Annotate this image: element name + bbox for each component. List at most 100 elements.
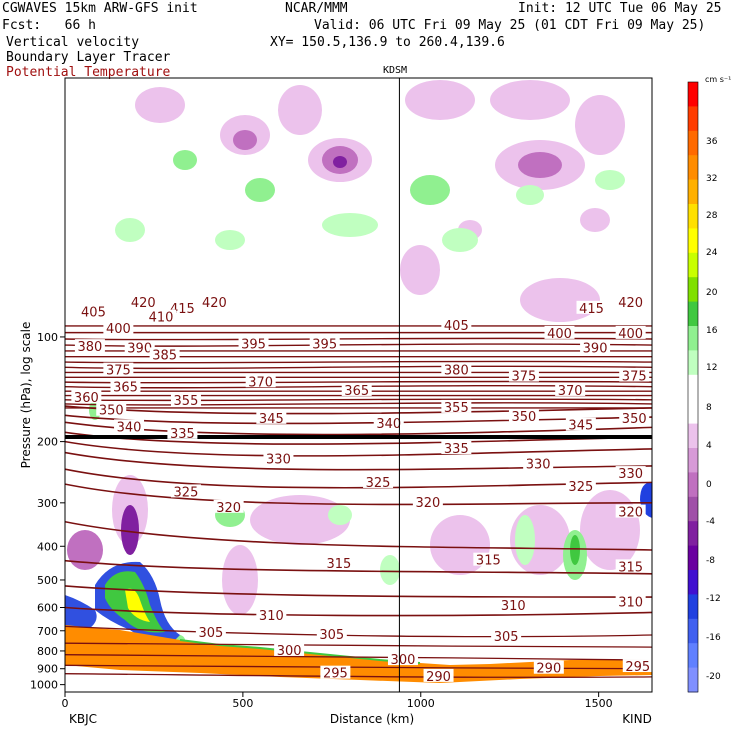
updraft-patch bbox=[245, 178, 275, 202]
downdraft-patch bbox=[222, 545, 258, 615]
theta-label: 365 bbox=[344, 384, 369, 399]
theta-label: 295 bbox=[625, 660, 650, 675]
theta-contour bbox=[65, 402, 652, 406]
theta-label: 310 bbox=[618, 595, 643, 610]
theta-label: 380 bbox=[77, 340, 102, 355]
colorbar-swatch bbox=[688, 496, 698, 522]
theta-label-bg bbox=[387, 652, 418, 666]
colorbar-swatch bbox=[688, 594, 698, 620]
theta-label: 330 bbox=[266, 452, 291, 467]
theta-label: 420 bbox=[618, 296, 643, 311]
x-tick-label: 0 bbox=[62, 697, 69, 710]
boundary-layer-updraft-left bbox=[65, 595, 97, 628]
theta-label-bg bbox=[128, 295, 159, 309]
theta-label: 320 bbox=[618, 506, 643, 521]
colorbar-label: 28 bbox=[706, 211, 718, 221]
theta-label-bg bbox=[555, 382, 586, 396]
theta-label-bg bbox=[565, 417, 596, 431]
theta-label-bg bbox=[615, 504, 646, 518]
theta-label-bg bbox=[309, 336, 340, 350]
theta-label: 310 bbox=[501, 599, 526, 614]
y-axis-label: Pressure (hPa), log scale bbox=[19, 322, 33, 469]
theta-label-bg bbox=[565, 478, 596, 492]
colorbar-swatch bbox=[688, 423, 698, 449]
theta-label-bg bbox=[544, 325, 575, 339]
y-tick-label: 200 bbox=[37, 436, 58, 449]
theta-label-bg bbox=[110, 379, 141, 393]
station-label-top: KDSM bbox=[383, 65, 408, 76]
downdraft-patch bbox=[233, 130, 257, 150]
theta-label-bg bbox=[71, 390, 102, 404]
colorbar-unit: cm s⁻¹ bbox=[705, 75, 731, 84]
theta-label: 415 bbox=[170, 302, 195, 317]
theta-label-bg bbox=[615, 325, 646, 339]
theta-label: 330 bbox=[618, 467, 643, 482]
cross-section-endpoints: XY= 150.5,136.9 to 260.4,139.6 bbox=[270, 35, 505, 50]
theta-label: 395 bbox=[241, 337, 266, 352]
y-tick-label: 900 bbox=[37, 663, 58, 676]
theta-label-bg bbox=[74, 339, 105, 353]
x-tick-label: 1500 bbox=[585, 697, 613, 710]
theta-label: 405 bbox=[444, 319, 469, 334]
colorbar-swatch bbox=[688, 130, 698, 156]
colorbar-swatch bbox=[688, 667, 698, 693]
theta-label: 415 bbox=[579, 302, 604, 317]
theta-label-bg bbox=[508, 368, 539, 382]
colorbar-swatch bbox=[688, 472, 698, 498]
colorbar-swatch bbox=[688, 204, 698, 229]
downdraft-patch bbox=[490, 80, 570, 120]
theta-label: 340 bbox=[117, 420, 142, 435]
theta-label-bg bbox=[441, 362, 472, 376]
theta-label-bg bbox=[213, 499, 244, 513]
plot-frame bbox=[64, 77, 653, 693]
colorbar-swatch bbox=[688, 448, 698, 473]
theta-contour bbox=[65, 451, 652, 471]
theta-label: 315 bbox=[618, 560, 643, 575]
updraft-patch bbox=[328, 505, 352, 525]
forecast-hour: Fcst: 66 h bbox=[2, 18, 96, 33]
x-tick-label: 1000 bbox=[407, 697, 435, 710]
theta-label-bg bbox=[199, 295, 230, 309]
theta-label-bg bbox=[533, 660, 564, 674]
colorbar-label: 16 bbox=[706, 326, 718, 336]
theta-contour bbox=[65, 355, 652, 358]
updraft-patch bbox=[595, 170, 625, 190]
theta-label: 355 bbox=[444, 401, 469, 416]
downdraft-patch bbox=[67, 530, 103, 570]
theta-label: 370 bbox=[558, 384, 583, 399]
theta-label: 350 bbox=[622, 412, 647, 427]
theta-label: 400 bbox=[547, 327, 572, 342]
colorbar-swatch bbox=[688, 521, 698, 547]
y-tick-label: 300 bbox=[37, 497, 58, 510]
theta-label: 305 bbox=[494, 630, 519, 645]
theta-label: 420 bbox=[131, 296, 156, 311]
axes: 100 200 300 400 500 600 700 800 900 1000 0 500 1000 1… bbox=[30, 331, 613, 710]
valid-time: Valid: 06 UTC Fri 09 May 25 (01 CDT Fri … bbox=[314, 18, 706, 33]
downdraft-patch bbox=[518, 152, 562, 178]
theta-contour bbox=[65, 483, 652, 506]
theta-label-bg bbox=[576, 300, 607, 314]
downdraft-patch bbox=[121, 505, 139, 555]
theta-label: 385 bbox=[152, 348, 177, 363]
theta-label-bg bbox=[615, 594, 646, 608]
theta-label: 315 bbox=[327, 557, 352, 572]
theta-label-bg bbox=[274, 642, 305, 656]
downdraft-patch bbox=[135, 87, 185, 123]
theta-label-bg bbox=[103, 321, 134, 335]
theta-label: 325 bbox=[174, 485, 199, 500]
colorbar-label: 12 bbox=[706, 363, 717, 373]
theta-label-bg bbox=[323, 556, 354, 570]
theta-label: 350 bbox=[99, 404, 124, 419]
colorbar-label: 32 bbox=[706, 174, 717, 184]
theta-contour bbox=[65, 625, 652, 638]
theta-label-bg bbox=[316, 627, 347, 641]
y-tick-label: 400 bbox=[37, 540, 58, 553]
updraft-patch bbox=[410, 175, 450, 205]
theta-label: 305 bbox=[319, 628, 344, 643]
theta-label: 320 bbox=[216, 501, 241, 516]
theta-label-bg bbox=[622, 659, 652, 673]
theta-label-bg bbox=[615, 559, 646, 573]
terrain-ground bbox=[65, 665, 652, 692]
theta-contour bbox=[65, 440, 652, 457]
vertical-velocity-shading bbox=[65, 80, 652, 646]
